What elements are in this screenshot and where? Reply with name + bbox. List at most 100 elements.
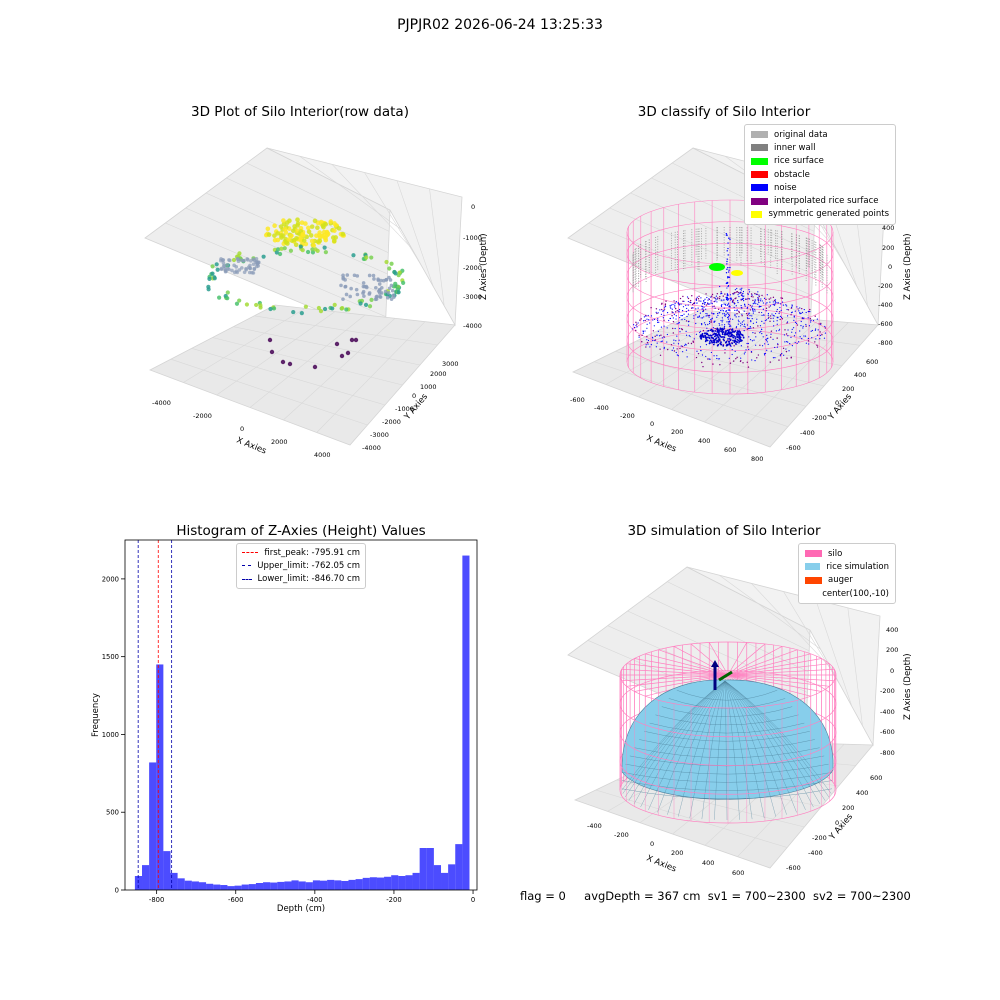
data-point	[372, 277, 376, 281]
interpolated-point	[685, 320, 688, 322]
noise-point	[654, 339, 656, 342]
noise-point	[708, 334, 710, 337]
dome-mesh-line	[724, 680, 765, 819]
data-point	[287, 218, 292, 224]
noise-point	[674, 306, 676, 308]
noise-point	[727, 332, 730, 335]
data-point	[374, 295, 379, 299]
interpolated-point	[701, 361, 703, 364]
noise-point	[709, 339, 712, 342]
data-point	[299, 246, 304, 251]
silo-roof-spoke	[727, 674, 798, 701]
data-point	[251, 271, 256, 275]
silo-roof-spoke	[673, 646, 729, 676]
data-point	[250, 270, 254, 275]
noise-point	[720, 330, 723, 333]
noise-point	[765, 310, 767, 312]
data-point	[210, 264, 215, 269]
noise-point	[723, 299, 725, 301]
interpolated-point	[692, 341, 695, 343]
data-point	[219, 258, 223, 263]
noise-point	[777, 302, 779, 304]
data-point	[241, 259, 245, 263]
noise-point	[721, 324, 723, 326]
interpolated-point	[660, 303, 663, 305]
noise-point	[763, 314, 765, 316]
noise-point	[799, 336, 801, 338]
interpolated-point	[673, 300, 675, 302]
classify-ytick: 600	[866, 358, 878, 366]
gridline	[588, 222, 811, 317]
noise-point	[732, 339, 734, 342]
data-point	[351, 253, 356, 258]
noise-point	[776, 308, 778, 311]
data-point	[227, 258, 231, 262]
histogram-title: Histogram of Z-Axies (Height) Values	[176, 523, 426, 539]
interpolated-point	[730, 342, 733, 344]
noise-point	[725, 296, 727, 299]
interpolated-point	[691, 295, 693, 297]
noise-point	[728, 342, 731, 345]
data-point	[300, 232, 305, 237]
data-point	[375, 294, 379, 299]
noise-point	[653, 318, 656, 320]
data-point	[207, 276, 212, 281]
data-point	[388, 278, 393, 282]
noise-point	[728, 337, 730, 339]
data-point	[374, 297, 379, 301]
interpolated-point	[746, 314, 749, 317]
dome-mesh-line	[678, 680, 726, 817]
histogram-bar	[263, 882, 271, 890]
noise-point	[708, 336, 710, 339]
data-point	[308, 233, 314, 238]
interpolated-point	[689, 301, 691, 304]
noise-point	[802, 325, 804, 328]
data-point	[341, 277, 346, 281]
noise-point	[706, 336, 708, 339]
noise-point	[712, 312, 714, 315]
noise-point	[776, 323, 778, 325]
status-sv2: sv2 = 700~2300	[812, 889, 911, 903]
data-point	[295, 236, 301, 242]
interpolated-point	[747, 297, 749, 300]
noise-point	[692, 307, 694, 309]
noise-point	[743, 336, 745, 338]
noise-point	[734, 289, 737, 291]
simulation-ztick: -600	[880, 728, 895, 736]
interpolated-point	[719, 295, 721, 298]
gridline	[165, 222, 386, 317]
noise-point	[668, 319, 670, 322]
noise-point	[743, 295, 745, 297]
noise-point	[713, 335, 716, 338]
noise-point	[710, 351, 712, 354]
classify-plot-title: 3D classify of Silo Interior	[637, 104, 811, 120]
data-point	[232, 270, 237, 275]
noise-point	[772, 338, 774, 340]
interpolated-point	[741, 315, 743, 317]
noise-point	[751, 315, 753, 317]
data-point	[400, 278, 405, 283]
noise-point	[767, 312, 770, 315]
noise-point	[708, 342, 711, 345]
data-point	[281, 221, 287, 227]
data-point	[287, 361, 293, 367]
noise-point	[643, 316, 646, 318]
data-point	[298, 229, 304, 234]
noise-point	[788, 350, 790, 352]
interpolated-point	[656, 312, 658, 315]
noise-point	[758, 301, 760, 304]
data-point	[353, 337, 359, 343]
data-point	[241, 259, 246, 264]
noise-point	[727, 266, 729, 269]
gridline	[183, 308, 306, 383]
noise-point	[734, 309, 736, 311]
data-point	[225, 263, 230, 267]
noise-point	[742, 298, 745, 300]
data-point	[294, 236, 299, 241]
noise-point	[720, 343, 723, 346]
data-point	[271, 305, 276, 310]
data-point	[363, 252, 368, 257]
gridline	[226, 177, 389, 253]
dome-mesh-line	[724, 680, 826, 801]
data-point	[323, 250, 328, 255]
